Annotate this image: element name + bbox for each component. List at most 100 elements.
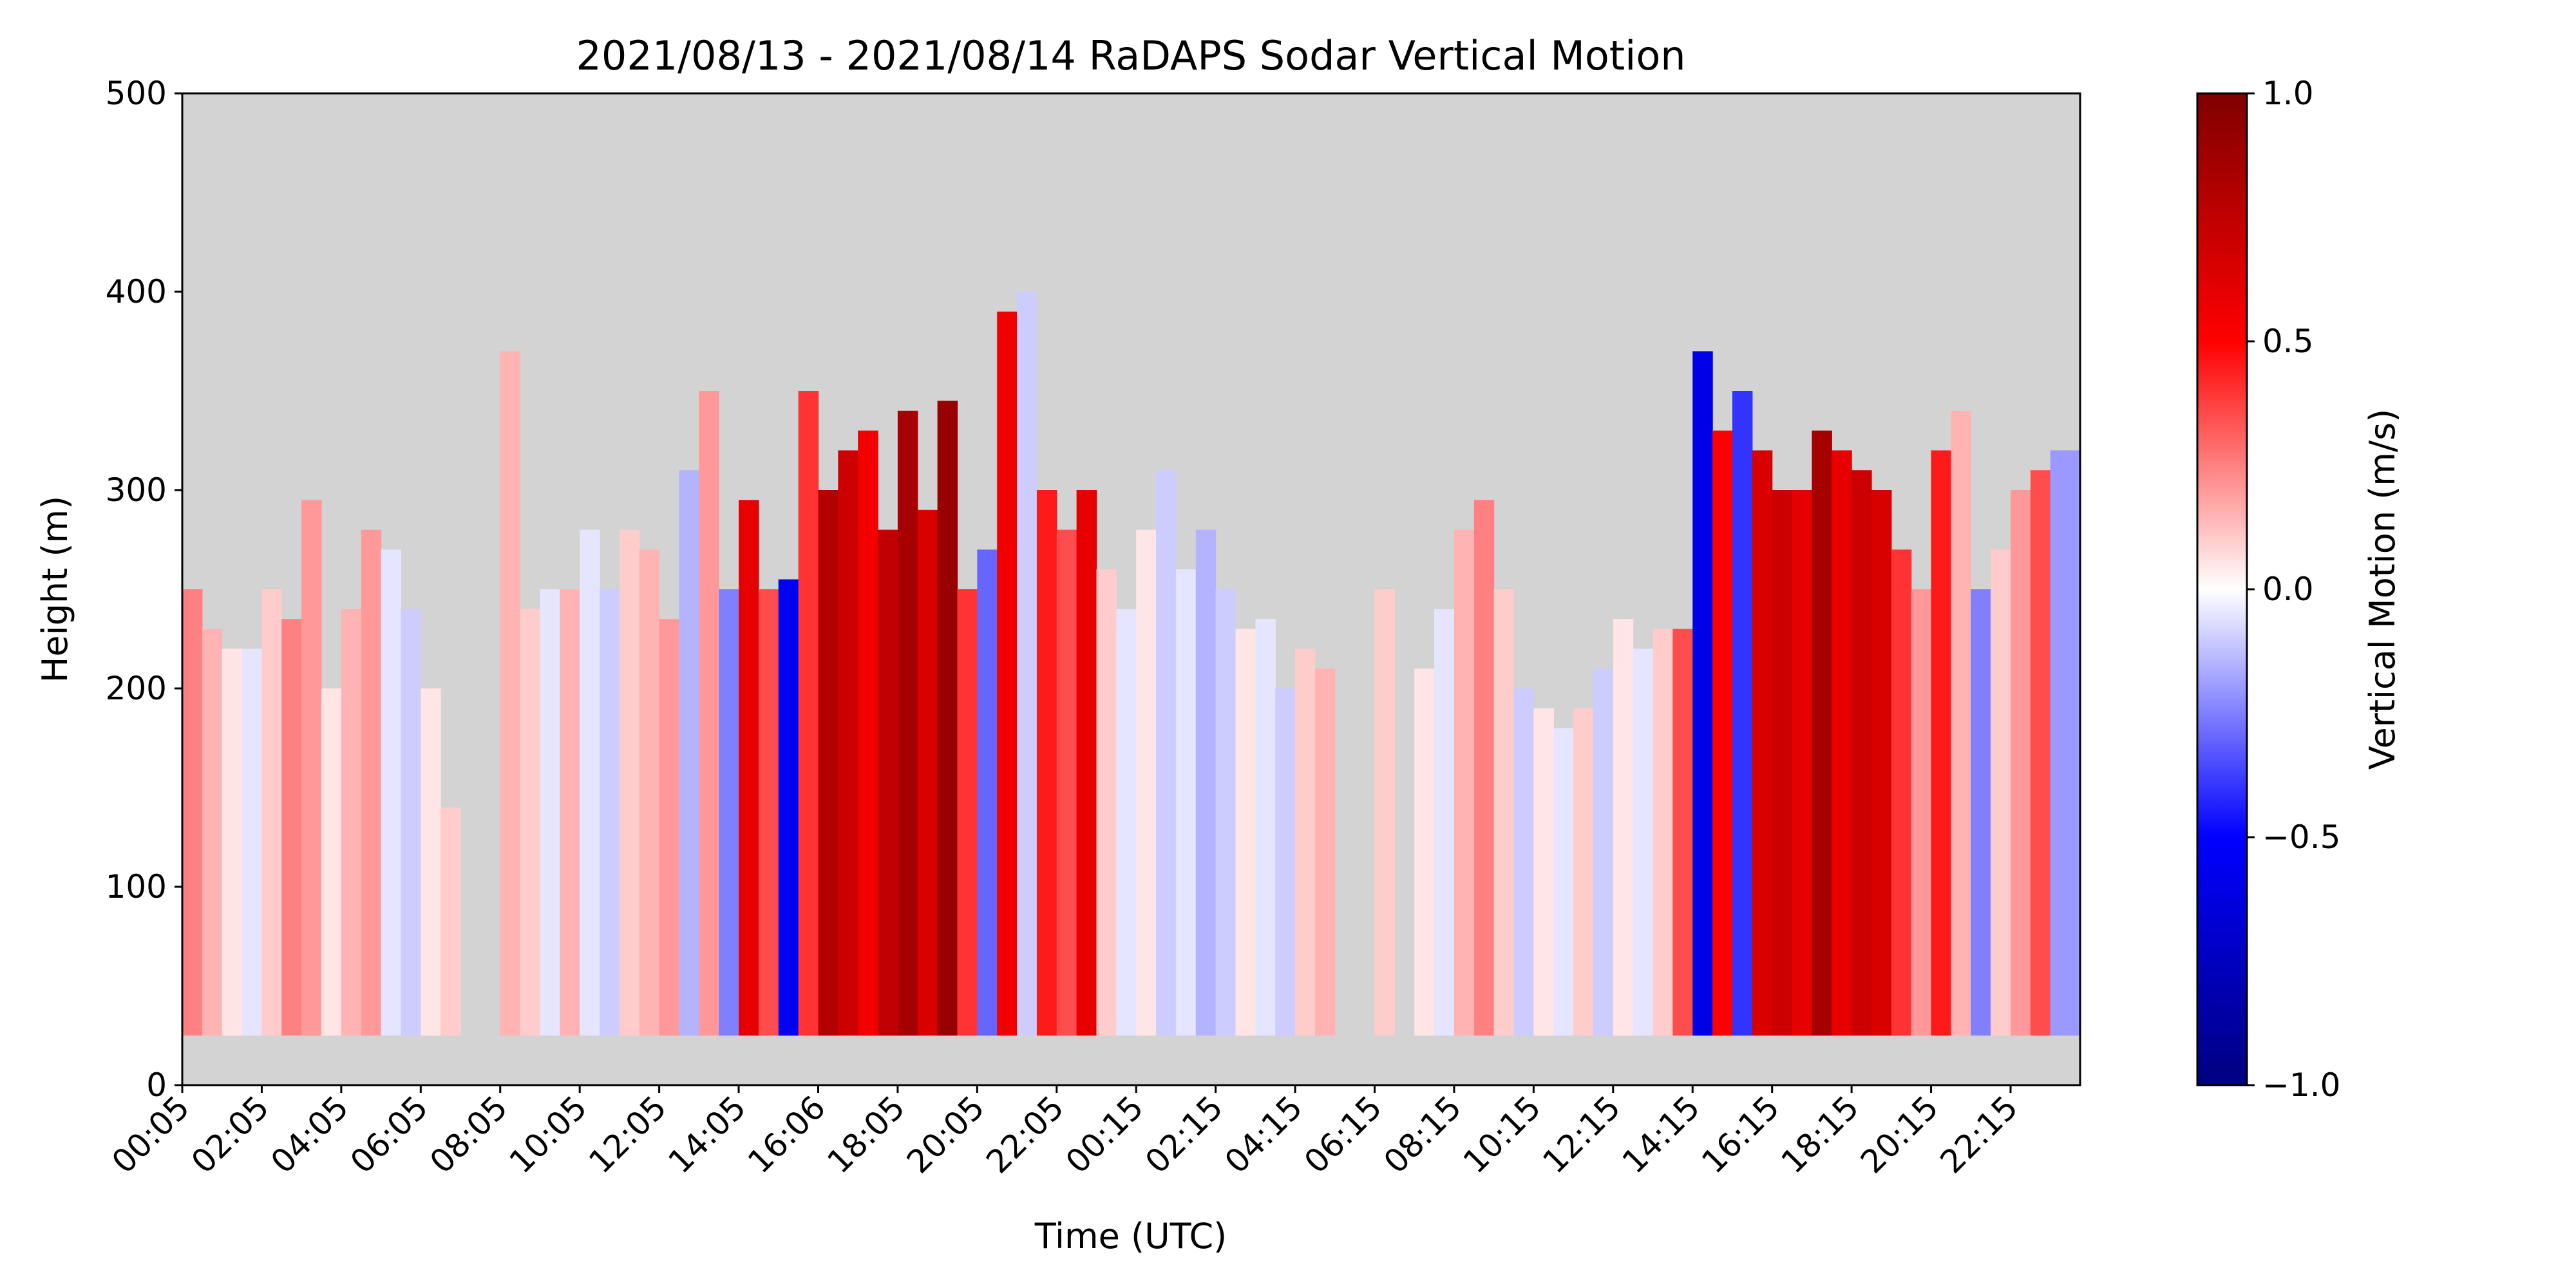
heatmap-profile bbox=[1593, 668, 1614, 1036]
heatmap-profile bbox=[1991, 549, 2011, 1036]
chart-title: 2021/08/13 - 2021/08/14 RaDAPS Sodar Ver… bbox=[576, 32, 1685, 79]
x-tick-label: 12:15 bbox=[1535, 1088, 1627, 1180]
heatmap-profile bbox=[222, 649, 243, 1036]
heatmap-profile bbox=[1871, 490, 1892, 1036]
x-tick-label: 06:05 bbox=[343, 1088, 435, 1180]
heatmap-profile bbox=[2050, 450, 2080, 1036]
heatmap-profile bbox=[1852, 470, 1872, 1036]
heatmap-profile bbox=[1175, 569, 1197, 1036]
heatmap-profile bbox=[917, 509, 938, 1036]
colorbar-tick-label: 0.0 bbox=[2262, 571, 2314, 608]
heatmap-profile bbox=[1553, 728, 1574, 1036]
heatmap-profile bbox=[1275, 688, 1296, 1036]
x-tick-label: 18:05 bbox=[820, 1088, 912, 1180]
heatmap-cells bbox=[182, 292, 2080, 1036]
heatmap-profile bbox=[1613, 619, 1634, 1036]
heatmap-profile bbox=[580, 529, 600, 1036]
heatmap-profile bbox=[1314, 668, 1336, 1036]
heatmap-profile bbox=[1374, 589, 1395, 1036]
heatmap-profile bbox=[520, 609, 541, 1036]
heatmap-profile bbox=[858, 430, 878, 1036]
heatmap-profile bbox=[2030, 470, 2051, 1036]
heatmap-profile bbox=[798, 391, 819, 1036]
heatmap-profile bbox=[897, 410, 918, 1036]
heatmap-profile bbox=[261, 589, 282, 1036]
heatmap-profile bbox=[401, 609, 421, 1036]
heatmap-profile bbox=[202, 629, 223, 1036]
heatmap-profile bbox=[1672, 629, 1693, 1036]
heatmap-profile bbox=[1752, 450, 1773, 1036]
heatmap-profile bbox=[1633, 649, 1654, 1036]
colorbar-ticks: 1.0 0.5 0.0 −0.5 −1.0 bbox=[2247, 75, 2340, 1104]
heatmap-profile bbox=[1414, 668, 1435, 1036]
heatmap-profile bbox=[778, 579, 799, 1036]
y-axis: 0 100 200 300 400 500 bbox=[106, 75, 182, 1104]
heatmap-profile bbox=[1712, 430, 1733, 1036]
x-tick-label: 06:15 bbox=[1297, 1088, 1389, 1180]
x-axis: 00:0502:0504:0506:0508:0510:0512:0514:05… bbox=[105, 1085, 2025, 1180]
x-tick-label: 14:05 bbox=[661, 1088, 753, 1180]
heatmap-profile bbox=[1891, 549, 1912, 1036]
x-tick-label: 16:15 bbox=[1694, 1088, 1786, 1180]
colorbar-tick-label: −1.0 bbox=[2262, 1066, 2340, 1104]
heatmap-profile bbox=[281, 619, 302, 1036]
x-tick-label: 02:05 bbox=[184, 1088, 276, 1180]
heatmap-profile bbox=[1911, 589, 1932, 1036]
heatmap-profile bbox=[1792, 490, 1813, 1036]
y-tick-label: 100 bbox=[106, 868, 167, 905]
heatmap-profile bbox=[1056, 529, 1077, 1036]
heatmap-profile bbox=[679, 470, 699, 1036]
heatmap-profile bbox=[301, 500, 322, 1036]
heatmap-profile bbox=[1473, 500, 1495, 1036]
heatmap-profile bbox=[719, 589, 739, 1036]
heatmap-profile bbox=[659, 619, 680, 1036]
heatmap-profile bbox=[1692, 351, 1713, 1036]
heatmap-profile bbox=[500, 351, 521, 1036]
x-tick-label: 00:15 bbox=[1059, 1088, 1151, 1180]
heatmap-profile bbox=[1235, 629, 1256, 1036]
heatmap-profile bbox=[639, 549, 660, 1036]
heatmap-profile bbox=[1513, 688, 1534, 1036]
x-tick-label: 10:15 bbox=[1456, 1088, 1548, 1180]
x-tick-label: 04:05 bbox=[263, 1088, 355, 1180]
heatmap-profile bbox=[1017, 292, 1037, 1036]
heatmap-profile bbox=[242, 649, 263, 1036]
heatmap-profile bbox=[1573, 708, 1594, 1036]
colorbar-tick-label: 0.5 bbox=[2262, 323, 2314, 360]
heatmap-profile bbox=[937, 401, 958, 1036]
heatmap-profile bbox=[1096, 569, 1117, 1036]
heatmap-profile bbox=[1036, 490, 1057, 1036]
x-tick-label: 16:06 bbox=[741, 1088, 833, 1180]
heatmap-profile bbox=[1076, 490, 1097, 1036]
x-tick-label: 08:05 bbox=[422, 1088, 515, 1180]
plot-frame bbox=[181, 92, 2081, 1086]
x-tick-label: 12:05 bbox=[582, 1088, 674, 1180]
heatmap-profile bbox=[182, 589, 203, 1036]
heatmap-profile bbox=[1116, 609, 1137, 1036]
heatmap-profile bbox=[1931, 450, 1952, 1036]
x-tick-label: 22:15 bbox=[1933, 1088, 2025, 1180]
heatmap-profile bbox=[1136, 529, 1157, 1036]
y-tick-label: 200 bbox=[106, 670, 167, 707]
heatmap-profile bbox=[1493, 589, 1515, 1036]
heatmap-profile bbox=[1533, 708, 1554, 1036]
heatmap-profile bbox=[600, 589, 620, 1036]
colorbar-label: Vertical Motion (m/s) bbox=[2362, 409, 2403, 770]
heatmap-profile bbox=[2010, 490, 2031, 1036]
y-tick-label: 300 bbox=[106, 471, 167, 509]
x-tick-label: 10:05 bbox=[502, 1088, 594, 1180]
colorbar-tick-label: −0.5 bbox=[2262, 819, 2340, 856]
colorbar-tick-label: 1.0 bbox=[2262, 75, 2314, 112]
heatmap-profile bbox=[1832, 450, 1852, 1036]
heatmap-profile bbox=[1195, 529, 1217, 1036]
heatmap-profile bbox=[977, 549, 998, 1036]
heatmap-profile bbox=[838, 450, 858, 1036]
y-tick-label: 400 bbox=[106, 273, 167, 310]
heatmap-profile bbox=[758, 589, 779, 1036]
x-tick-label: 18:15 bbox=[1774, 1088, 1866, 1180]
heatmap-profile bbox=[440, 807, 461, 1036]
x-tick-label: 20:05 bbox=[900, 1088, 992, 1180]
heatmap-profile bbox=[1951, 410, 1971, 1036]
x-tick-label: 22:05 bbox=[979, 1088, 1071, 1180]
